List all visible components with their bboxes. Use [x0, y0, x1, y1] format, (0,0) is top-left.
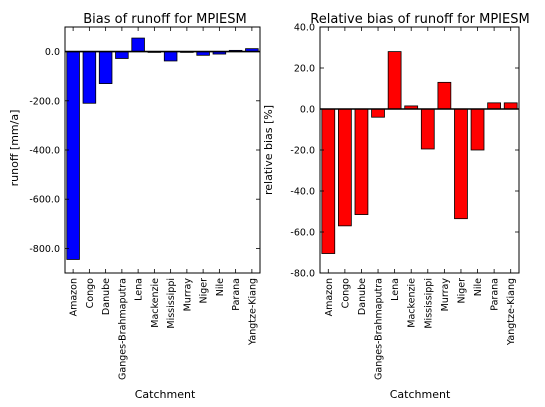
bar-danube [354, 108, 369, 215]
x-tick-label: Mississippi [166, 278, 177, 329]
x-tick-label: Parana [490, 278, 501, 311]
bar-mississippi [163, 51, 178, 62]
x-tick-label: Parana [231, 278, 242, 311]
y-tick-label: -40.0 [290, 187, 315, 198]
x-tick-label: Amazon [324, 278, 335, 316]
bar-ganges-brahmaputra [115, 51, 129, 59]
y-tick-label: 40.0 [294, 23, 315, 34]
chart-runoff-bias: Bias of runoff for MPIESM runoff [mm/a] … [8, 12, 261, 401]
x-tick-label: Congo [340, 278, 351, 308]
x-tick-label: Mackenzie [150, 278, 161, 328]
x-tick-label: Yangtze-Kiang [506, 278, 517, 346]
x-tick-label: Lena [390, 278, 401, 301]
x-tick-label: Ganges-Brahmaputra [374, 278, 385, 380]
y-axis-label: runoff [mm/a] [8, 110, 21, 187]
x-axis-label: Catchment [390, 388, 451, 401]
bar-congo [82, 51, 97, 104]
bar-parana [487, 102, 501, 110]
bar-lena [131, 37, 145, 52]
x-tick-label: Mississippi [423, 278, 434, 329]
bar-ganges-brahmaputra [371, 108, 385, 118]
y-tick-label: -400.0 [29, 146, 60, 157]
x-tick-label: Ganges-Brahmaputra [117, 278, 128, 380]
x-tick-label: Congo [85, 278, 96, 308]
y-tick-label: -800.0 [29, 244, 60, 255]
y-tick-label: 20.0 [294, 64, 315, 75]
y-tick-label: -80.0 [290, 269, 315, 280]
x-axis-label: Catchment [135, 388, 196, 401]
bar-murray [437, 81, 452, 110]
x-tick-label: Niger [456, 278, 467, 304]
y-tick-label: 0.0 [45, 47, 60, 58]
y-tick-label: -60.0 [290, 228, 315, 239]
bar-lena [387, 51, 402, 110]
bar-yangtze-kiang [503, 102, 518, 110]
x-tick-label: Danube [357, 278, 368, 315]
x-tick-label: Niger [199, 278, 210, 304]
y-tick-label: -200.0 [29, 96, 60, 107]
x-tick-label: Danube [101, 278, 112, 315]
bar-congo [338, 108, 352, 227]
x-tick-label: Amazon [69, 278, 80, 316]
x-tick-label: Yangtze-Kiang [247, 278, 258, 346]
chart-relative-bias: Relative bias of runoff for MPIESM relat… [262, 12, 530, 401]
bar-nile [470, 108, 485, 151]
x-tick-label: Nile [215, 278, 226, 296]
bar-niger [454, 108, 468, 220]
y-tick-label: -20.0 [290, 146, 315, 157]
x-tick-label: Nile [473, 278, 484, 296]
y-tick-label: 0.0 [300, 105, 315, 116]
bar-mississippi [420, 108, 435, 150]
x-tick-label: Murray [182, 278, 193, 312]
y-tick-label: -600.0 [29, 195, 60, 206]
y-axis-label: relative bias [%] [262, 105, 275, 195]
chart-title: Bias of runoff for MPIESM [83, 12, 247, 27]
bar-danube [98, 51, 113, 84]
x-tick-label: Murray [440, 278, 451, 312]
x-tick-label: Mackenzie [407, 278, 418, 328]
bar-amazon [66, 51, 80, 260]
chart-title: Relative bias of runoff for MPIESM [310, 12, 529, 27]
x-tick-label: Lena [134, 278, 145, 301]
